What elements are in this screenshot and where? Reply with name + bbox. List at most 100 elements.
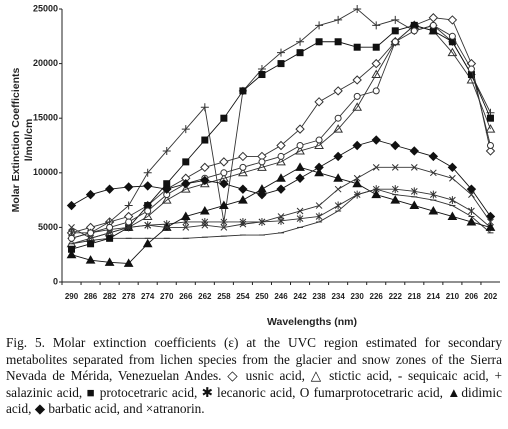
point xyxy=(180,211,191,220)
point xyxy=(220,114,228,122)
x-tick-label: 262 xyxy=(198,292,212,301)
x-tick-label: 210 xyxy=(446,292,460,301)
point xyxy=(352,178,363,188)
x-tick-label: 242 xyxy=(293,292,307,301)
point xyxy=(296,49,304,57)
point xyxy=(390,195,401,204)
point xyxy=(199,206,210,215)
point xyxy=(219,200,229,210)
point xyxy=(123,258,134,267)
point xyxy=(334,185,342,193)
point xyxy=(239,220,247,228)
point xyxy=(314,140,324,149)
y-tick-label: 25000 xyxy=(33,3,58,13)
point xyxy=(428,206,439,215)
point xyxy=(181,179,191,189)
point xyxy=(276,184,286,194)
point xyxy=(315,38,323,46)
point xyxy=(276,173,286,182)
x-axis-title: Wavelengths (nm) xyxy=(267,316,357,328)
x-tick-label: 202 xyxy=(484,292,498,301)
point xyxy=(144,207,152,215)
x-tick-label: 254 xyxy=(236,292,250,301)
x-tick-label: 218 xyxy=(408,292,422,301)
point xyxy=(315,212,323,221)
series-line xyxy=(71,24,491,250)
point xyxy=(125,224,133,231)
point xyxy=(296,214,304,223)
point xyxy=(66,200,77,211)
point xyxy=(333,151,343,162)
y-tick-label: 20000 xyxy=(33,58,58,68)
point xyxy=(447,47,458,57)
point xyxy=(391,38,399,46)
chart: Wavelengths (nm) Molar Extinction Coeffi… xyxy=(10,3,500,328)
point xyxy=(466,216,477,226)
point xyxy=(181,125,190,134)
point xyxy=(353,43,361,51)
point xyxy=(258,71,266,79)
x-tick-label: 290 xyxy=(65,292,79,301)
point xyxy=(85,255,96,264)
point xyxy=(66,249,77,259)
point xyxy=(372,163,380,171)
point xyxy=(238,151,248,162)
point xyxy=(123,182,134,192)
point xyxy=(314,162,324,173)
point xyxy=(334,201,342,210)
y-axis-title: Molar Extinction Coefficients xyxy=(10,68,22,213)
x-tick-label: 222 xyxy=(389,292,403,301)
point xyxy=(352,102,363,111)
point xyxy=(333,173,343,182)
point xyxy=(144,221,152,229)
y-axis-title: l/mol/cm xyxy=(23,119,35,162)
point xyxy=(448,32,456,40)
point xyxy=(276,156,286,166)
point xyxy=(106,223,114,231)
point xyxy=(353,190,361,199)
point xyxy=(87,240,95,248)
point xyxy=(200,175,210,186)
point xyxy=(104,257,115,266)
point xyxy=(162,146,171,155)
point xyxy=(447,15,458,25)
point xyxy=(257,162,267,171)
point xyxy=(371,189,382,199)
point xyxy=(238,167,248,177)
point xyxy=(410,27,418,35)
point xyxy=(391,185,399,194)
point xyxy=(220,169,228,177)
point xyxy=(277,48,285,57)
point xyxy=(201,136,209,144)
point xyxy=(180,184,191,193)
point xyxy=(487,218,494,226)
y-tick-label: 0 xyxy=(53,276,58,286)
point xyxy=(182,224,190,231)
point xyxy=(143,168,152,177)
point xyxy=(466,184,477,194)
point xyxy=(485,124,496,133)
point xyxy=(449,196,456,205)
point xyxy=(182,158,190,166)
point xyxy=(257,189,267,200)
point xyxy=(277,213,285,220)
point xyxy=(486,142,494,149)
point xyxy=(276,140,286,151)
y-tick-label: 10000 xyxy=(33,167,58,177)
x-tick-label: 274 xyxy=(141,292,155,301)
point xyxy=(220,224,228,231)
point xyxy=(352,75,362,85)
point xyxy=(410,163,418,171)
y-tick-label: 15000 xyxy=(33,113,58,123)
point xyxy=(238,184,248,194)
series-line xyxy=(71,24,491,245)
point xyxy=(142,238,153,248)
point xyxy=(390,140,400,151)
point xyxy=(429,21,437,29)
point xyxy=(220,217,228,226)
point xyxy=(486,114,494,122)
point xyxy=(258,218,266,226)
point xyxy=(219,157,229,167)
point xyxy=(485,222,496,231)
point xyxy=(87,229,95,237)
